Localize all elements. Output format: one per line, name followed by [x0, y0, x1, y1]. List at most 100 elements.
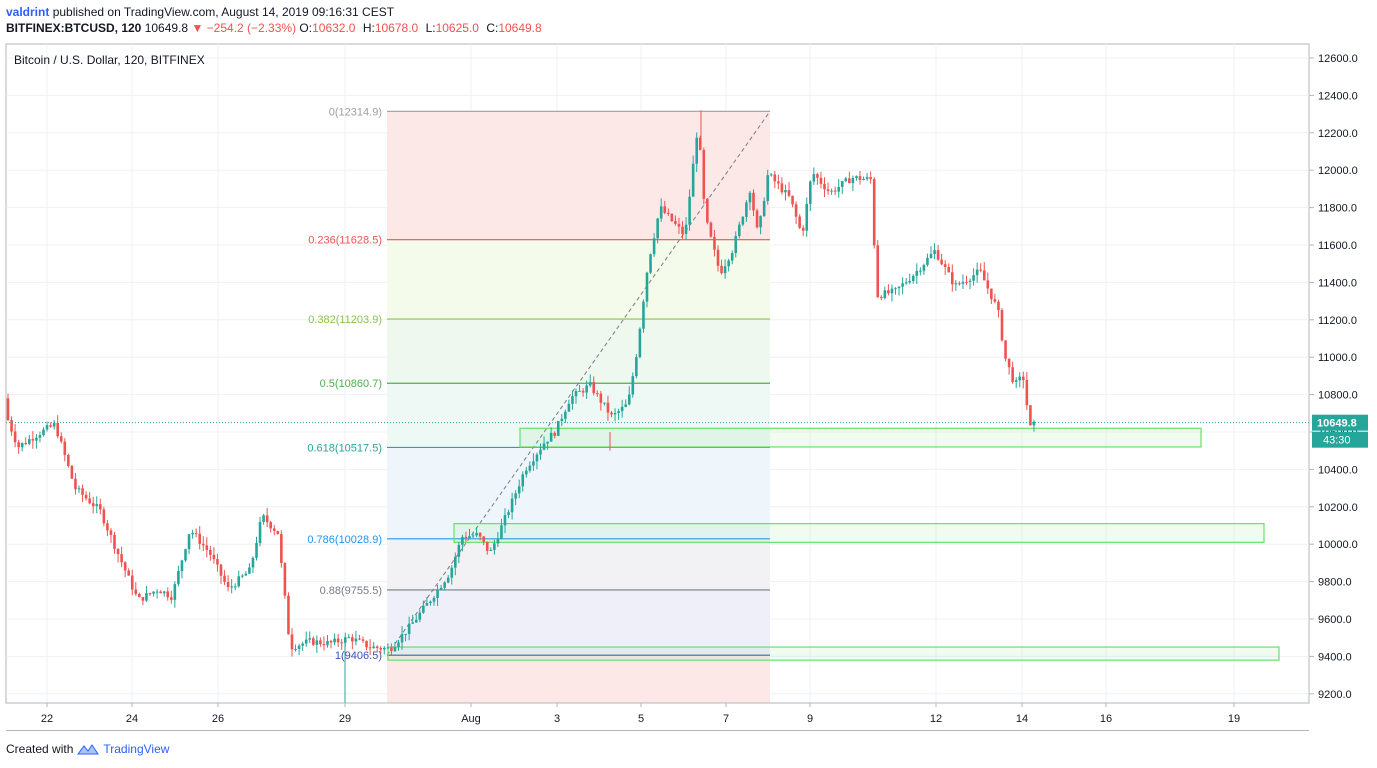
candle-body — [354, 638, 358, 642]
candle-body — [766, 175, 769, 201]
fib-band — [387, 538, 770, 590]
candle-body — [31, 439, 35, 441]
x-tick-label: 29 — [339, 713, 351, 725]
fib-band — [387, 111, 770, 240]
candle-body — [42, 429, 45, 436]
x-tick-label: 26 — [212, 713, 224, 725]
candle-body — [684, 224, 688, 234]
candle-body — [123, 562, 127, 571]
support-zone — [519, 427, 1202, 448]
countdown-badge — [1312, 431, 1368, 448]
candle-body — [496, 538, 500, 544]
candle-body — [237, 576, 241, 587]
candle-body — [982, 270, 986, 281]
candle-body — [439, 587, 443, 590]
candle-body — [148, 593, 152, 595]
candle-body — [858, 176, 862, 181]
candle-body — [883, 290, 887, 298]
candle-body — [201, 543, 205, 546]
author-link[interactable]: valdrint — [6, 5, 50, 19]
candle-body — [801, 227, 805, 231]
candle-body — [865, 177, 869, 179]
time-axis-bottom — [6, 730, 1309, 731]
candle-body — [212, 554, 216, 560]
candle-body — [20, 443, 24, 448]
candle-body — [514, 493, 517, 499]
candle-body — [407, 623, 411, 634]
candle-body — [578, 390, 581, 392]
candle-body — [28, 439, 31, 444]
candle-body — [489, 549, 493, 551]
candle-body — [926, 257, 929, 265]
candle-body — [287, 595, 290, 635]
candle-body — [851, 177, 855, 184]
candle-body — [1025, 379, 1029, 406]
candle-body — [84, 494, 88, 499]
tradingview-brand[interactable]: TradingView — [103, 742, 170, 756]
candle-body — [738, 224, 741, 237]
candle-body — [975, 269, 979, 276]
candle-body — [979, 269, 982, 271]
candle-body — [691, 163, 695, 197]
candle-body — [120, 554, 123, 563]
candle-body — [954, 283, 958, 285]
y-tick-label: 11400.0 — [1318, 277, 1357, 289]
candle-body — [478, 532, 482, 537]
support-zones[interactable] — [387, 427, 1280, 661]
price-axis[interactable]: 12600.0 12400.0 12200.0 12000.0 11800.0 11600… — [6, 53, 1368, 701]
fibonacci-retracement[interactable]: 0(12314.9) 0.236(11628.5) 0.382(11203.9) 0.… — [307, 106, 771, 703]
candle-body — [603, 402, 606, 404]
candle-body — [375, 646, 379, 649]
candle-body — [833, 190, 837, 192]
candle-body — [276, 530, 280, 535]
candle-body — [819, 177, 823, 184]
candle-body — [333, 638, 336, 643]
candle-body — [943, 264, 947, 267]
fib-level-label: 0.5(10860.7) — [320, 378, 382, 390]
candle-body — [549, 432, 553, 442]
candle-body — [528, 465, 532, 471]
chart-title: Bitcoin / U.S. Dollar, 120, BITFINEX — [14, 53, 205, 67]
candle-body — [752, 192, 755, 211]
candle-body — [734, 236, 738, 254]
candle-body — [255, 543, 258, 558]
candle-body — [81, 488, 84, 495]
y-tick-label: 12600.0 — [1318, 53, 1358, 65]
candle-body — [656, 218, 659, 239]
fib-level-label: 0(12314.9) — [329, 106, 382, 118]
candle-body — [986, 280, 990, 289]
candle-body — [826, 189, 830, 192]
candle-body — [159, 591, 162, 594]
time-axis[interactable]: 22 24 26 29 Aug 3 5 7 9 12 14 16 19 — [6, 702, 1309, 731]
last-price-badge — [1312, 414, 1368, 431]
candle-body — [13, 431, 17, 443]
candle-body — [574, 391, 578, 397]
candle-body — [635, 357, 638, 377]
y-tick-label: 9600.0 — [1318, 614, 1352, 626]
candle-body — [358, 638, 361, 640]
candle-body — [209, 549, 212, 555]
candle-body — [830, 190, 833, 192]
candle-body — [773, 174, 777, 182]
fib-level-label: 0.236(11628.5) — [308, 235, 382, 247]
candle-body — [823, 183, 826, 190]
candle-body — [414, 619, 418, 623]
candle-body — [610, 412, 613, 415]
candle-body — [642, 301, 645, 329]
support-zone — [453, 523, 1265, 543]
candle-body — [510, 498, 514, 513]
candle-body — [432, 598, 436, 602]
candle-body — [24, 443, 28, 445]
candle-body — [748, 192, 752, 203]
candle-body — [592, 382, 596, 394]
candle-body — [674, 221, 677, 224]
candle-body — [904, 282, 908, 284]
candle-body — [418, 612, 422, 620]
candle-body — [127, 570, 130, 576]
candle-body — [116, 548, 120, 555]
candle-body — [411, 622, 414, 624]
candle-body — [436, 589, 439, 599]
candle-body — [95, 504, 99, 507]
candle-body — [1022, 376, 1025, 380]
